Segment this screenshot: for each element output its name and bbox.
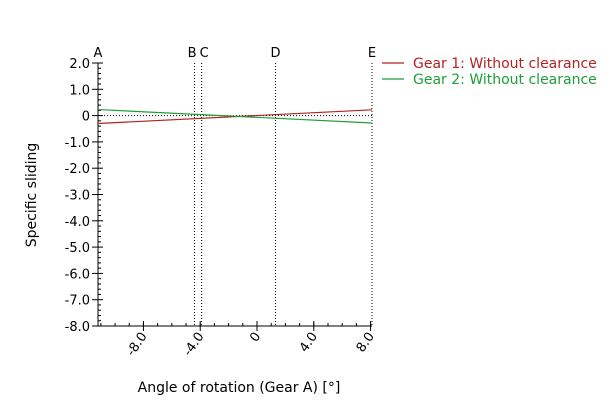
y-tick-label: 1.0 (69, 83, 90, 98)
legend-label-gear-2: Gear 2: Without clearance (413, 72, 597, 88)
x-tick-label: 8.0 (354, 330, 378, 356)
y-tick-label: -2.0 (65, 162, 90, 177)
legend-label-gear-1: Gear 1: Without clearance (413, 56, 597, 72)
reference-label-c: C (200, 46, 209, 61)
y-tick-label: -5.0 (65, 241, 90, 256)
y-tick-label: -1.0 (65, 136, 90, 151)
reference-label-d: D (270, 46, 280, 61)
series-layer (98, 110, 372, 124)
axes-layer: 2.0 1.0 0 -1.0 -2.0 -3.0 -4.0 -5.0 -6.0 -7.0 -8.0 -… (65, 57, 378, 359)
x-tick-label: -8.0 (124, 330, 151, 359)
y-tick-label: 0 (82, 110, 90, 125)
y-tick-label: -7.0 (65, 294, 90, 309)
x-tick-label: 4.0 (297, 330, 321, 356)
reference-label-b: B (188, 46, 197, 61)
specific-sliding-chart: 2.0 1.0 0 -1.0 -2.0 -3.0 -4.0 -5.0 -6.0 -7.0 -8.0 -… (0, 0, 616, 410)
x-tick-label: -4.0 (181, 330, 208, 359)
y-tick-label: -6.0 (65, 267, 90, 282)
y-tick-label: -3.0 (65, 189, 90, 204)
y-tick-label: -8.0 (65, 320, 90, 335)
reference-label-e: E (368, 46, 376, 61)
x-tick-label: 0 (247, 330, 264, 345)
y-tick-label: -4.0 (65, 215, 90, 230)
reference-lines-layer (98, 63, 372, 326)
reference-label-a: A (94, 46, 103, 61)
x-axis-title: Angle of rotation (Gear A) [°] (138, 380, 341, 396)
y-axis-title: Specific sliding (24, 143, 40, 248)
y-tick-label: 2.0 (69, 57, 90, 72)
